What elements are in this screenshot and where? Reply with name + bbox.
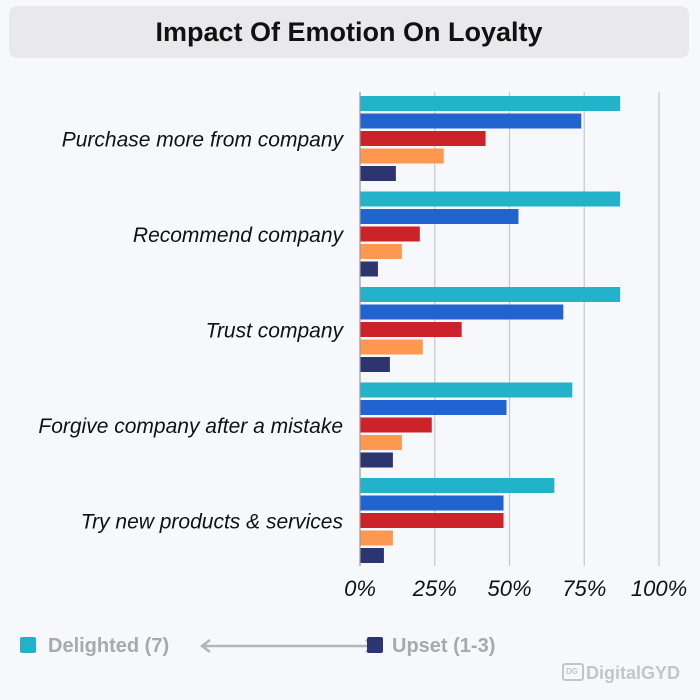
bar: [360, 478, 555, 493]
chart-title-box: Impact Of Emotion On Loyalty: [9, 6, 689, 58]
bar: [360, 530, 393, 546]
bar: [360, 131, 486, 146]
bar: [360, 191, 621, 207]
bar: [360, 226, 420, 242]
bar: [360, 113, 582, 129]
bar: [360, 96, 621, 111]
x-tick-label: 100%: [631, 576, 687, 601]
category-label: Forgive company after a mistake: [38, 415, 343, 438]
bar: [360, 148, 444, 164]
double-arrow-icon: [199, 639, 377, 653]
bar: [360, 417, 432, 433]
bar: [360, 244, 402, 259]
brand-logo-text: DigitalGYD: [586, 663, 681, 683]
category-label: Purchase more from company: [62, 129, 345, 152]
legend-swatch-upset: [367, 637, 383, 653]
bar: [360, 209, 519, 224]
category-label: Try new products & services: [81, 511, 344, 534]
x-tick-label: 0%: [344, 576, 376, 601]
brand-logo: DigitalGYD: [562, 663, 680, 687]
bar: [360, 435, 402, 450]
legend-label-delighted: Delighted (7): [48, 635, 170, 657]
bar: [360, 357, 390, 372]
chart-title: Impact Of Emotion On Loyalty: [155, 16, 543, 47]
bar: [360, 166, 396, 181]
legend: Delighted (7) Upset (1-3): [20, 633, 520, 659]
bar: [360, 382, 573, 398]
bar: [360, 322, 462, 337]
bar: [360, 261, 378, 277]
bar: [360, 339, 423, 355]
bar: [360, 513, 504, 528]
bar: [360, 548, 384, 563]
category-label: Trust company: [206, 320, 345, 343]
logo-icon: [562, 663, 584, 681]
bar: [360, 452, 393, 468]
legend-swatch-delighted: [20, 637, 36, 653]
x-tick-label: 50%: [487, 576, 531, 601]
bar: [360, 495, 504, 511]
legend-label-upset: Upset (1-3): [392, 635, 496, 657]
bar: [360, 400, 507, 415]
x-tick-label: 25%: [412, 576, 457, 601]
x-tick-label: 75%: [562, 576, 606, 601]
category-label: Recommend company: [133, 224, 345, 247]
bar: [360, 287, 621, 302]
bar: [360, 304, 564, 320]
